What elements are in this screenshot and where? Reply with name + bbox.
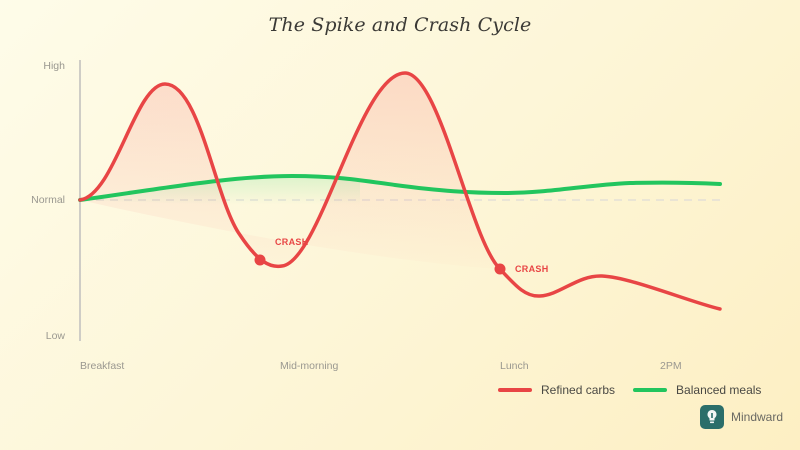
crash-marker-2 — [494, 263, 506, 275]
y-label-low: Low — [45, 330, 65, 342]
lightbulb-icon — [700, 405, 724, 429]
legend-label-balanced-meals: Balanced meals — [676, 383, 762, 397]
x-label-lunch: Lunch — [500, 360, 529, 372]
y-label-high: High — [43, 60, 65, 72]
chart-title: The Spike and Crash Cycle — [268, 14, 532, 36]
legend-swatch-red — [498, 388, 532, 392]
y-label-normal: Normal — [31, 194, 65, 206]
legend-swatch-green — [633, 388, 668, 392]
crash-annotation-1: CRASH — [275, 237, 309, 247]
x-label-2pm: 2PM — [660, 360, 682, 372]
chart-legend: Refined carbs Balanced meals — [498, 383, 779, 397]
legend-item-refined-carbs: Refined carbs — [498, 383, 615, 397]
x-label-breakfast: Breakfast — [80, 360, 125, 372]
crash-annotation-2: CRASH — [515, 264, 549, 274]
legend-label-refined-carbs: Refined carbs — [541, 383, 616, 397]
legend-item-balanced-meals: Balanced meals — [633, 383, 761, 397]
brand-name: Mindward — [731, 410, 784, 424]
x-label-mid-morning: Mid-morning — [280, 360, 339, 372]
balanced-meals-line — [78, 173, 722, 202]
refined-carbs-area — [80, 73, 500, 269]
refined-carbs-line — [78, 71, 722, 311]
brand-watermark: Mindward — [700, 405, 783, 429]
crash-marker-1 — [254, 254, 266, 266]
